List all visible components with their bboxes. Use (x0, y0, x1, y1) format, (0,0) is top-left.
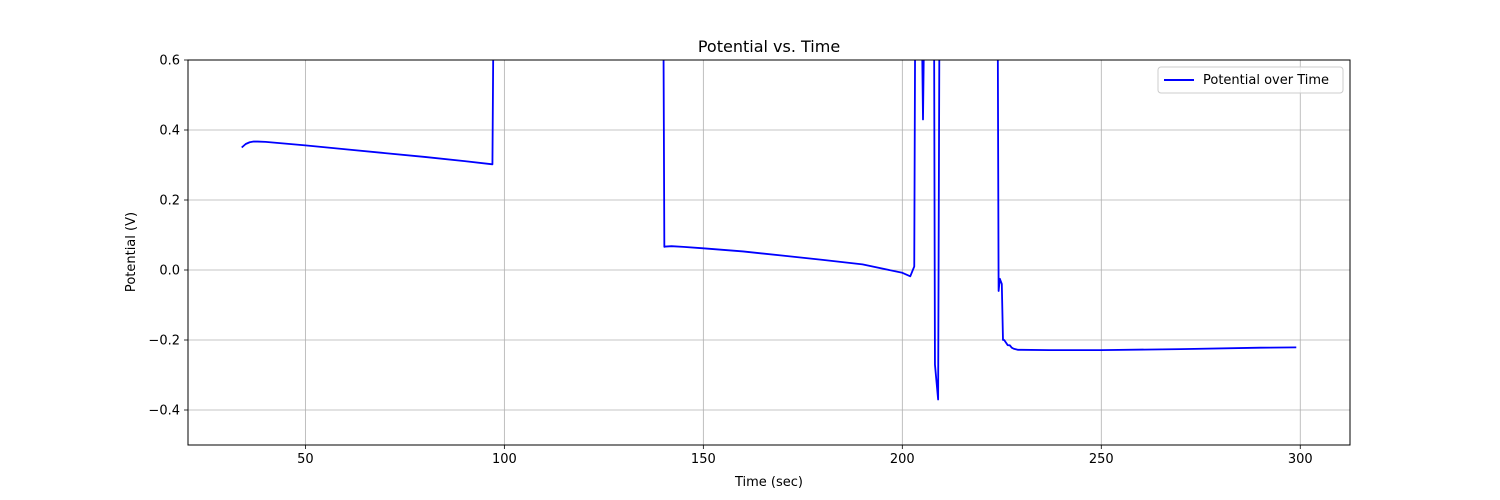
x-axis-label: Time (sec) (734, 475, 803, 490)
y-tick-label: 0.6 (159, 54, 180, 69)
series-layer (241, 60, 1297, 401)
x-tick-label: 300 (1288, 452, 1313, 467)
x-tick-label: 100 (492, 452, 517, 467)
y-tick-label: 0.0 (159, 264, 180, 279)
legend-label: Potential over Time (1203, 73, 1329, 88)
chart-title: Potential vs. Time (698, 37, 840, 56)
x-tick-label: 50 (297, 452, 314, 467)
legend-box (1157, 66, 1344, 94)
legend: Potential over Time (1157, 66, 1344, 94)
y-tick-label: −0.4 (148, 404, 180, 419)
x-tick-label: 150 (691, 452, 716, 467)
y-tick-label: −0.2 (148, 334, 180, 349)
grid (188, 59, 1350, 445)
x-tick-label: 250 (1089, 452, 1114, 467)
y-tick-label: 0.4 (159, 124, 180, 139)
x-tick-label: 200 (890, 452, 915, 467)
x-axis-ticks: 50 100 150 200 250 300 (297, 445, 1313, 467)
plot-frame (187, 59, 1351, 446)
y-axis-label: Potential (V) (124, 212, 139, 292)
y-tick-label: 0.2 (159, 194, 180, 209)
y-axis-ticks: −0.4 −0.2 0.0 0.2 0.4 0.6 (148, 54, 188, 419)
series-line-potential (241, 60, 1297, 401)
